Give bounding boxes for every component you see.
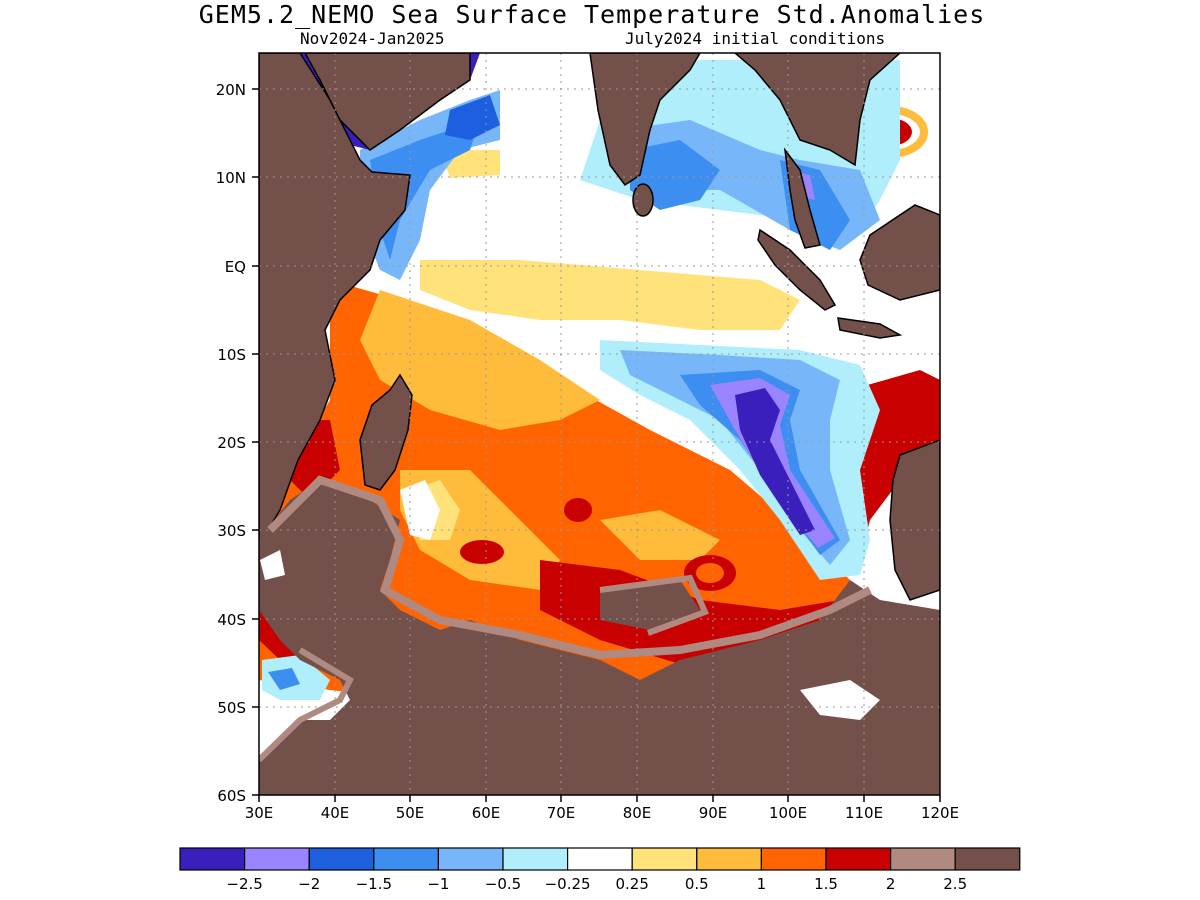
legend-swatch <box>566 847 633 871</box>
legend-label: 1.5 <box>814 875 838 893</box>
legend-swatch <box>954 847 1021 871</box>
legend-swatch <box>631 847 698 871</box>
lon-label: 70E <box>547 804 576 822</box>
legend-label: −2 <box>298 875 320 893</box>
legend-label: 2 <box>886 875 896 893</box>
lon-label: 80E <box>623 804 652 822</box>
lat-label: 50S <box>217 699 246 717</box>
legend-swatch <box>502 847 569 871</box>
lat-label: 20S <box>217 434 246 452</box>
lon-label: 50E <box>396 804 425 822</box>
legend-label: 0.5 <box>685 875 709 893</box>
legend-label: −0.25 <box>545 875 591 893</box>
legend-swatch <box>437 847 504 871</box>
legend-swatch <box>179 847 246 871</box>
legend-label: −1 <box>427 875 449 893</box>
legend-labels: −2.5 −2 −1.5 −1 −0.5 −0.25 0.25 0.5 1 1.5 2 2.5 <box>226 875 967 893</box>
lon-label: 30E <box>245 804 274 822</box>
lat-label: 20N <box>216 81 246 99</box>
land-masses <box>259 53 940 795</box>
legend-label: 2.5 <box>943 875 967 893</box>
map-field <box>259 53 940 795</box>
lon-label: 100E <box>769 804 807 822</box>
grid-lines <box>259 53 940 795</box>
legend-swatch <box>889 847 956 871</box>
latitude-labels: 20N 10N EQ 10S 20S 30S 40S 50S 60S <box>216 81 246 805</box>
legend-label: 0.25 <box>615 875 648 893</box>
legend-swatch <box>308 847 375 871</box>
longitude-labels: 30E 40E 50E 60E 70E 80E 90E 100E 110E 12… <box>245 804 959 822</box>
lon-label: 110E <box>845 804 883 822</box>
color-legend <box>179 847 1021 871</box>
lon-label: 90E <box>699 804 728 822</box>
lat-label: 10N <box>216 169 246 187</box>
initial-conditions: July2024 initial conditions <box>625 29 886 48</box>
lon-label: 40E <box>321 804 350 822</box>
tick-marks <box>252 88 941 802</box>
lat-label: 10S <box>217 346 246 364</box>
legend-swatch <box>244 847 310 871</box>
lon-label: 60E <box>472 804 501 822</box>
map-frame <box>258 52 941 796</box>
legend-label: −2.5 <box>226 875 262 893</box>
legend-label: −1.5 <box>356 875 392 893</box>
legend-swatch <box>373 847 439 871</box>
legend-label: −0.5 <box>485 875 521 893</box>
lat-label: 40S <box>217 611 246 629</box>
forecast-period: Nov2024-Jan2025 <box>300 29 445 48</box>
lat-label: 30S <box>217 522 246 540</box>
lat-label: 60S <box>217 787 246 805</box>
map-title: GEM5.2_NEMO Sea Surface Temperature Std.… <box>198 0 986 29</box>
legend-swatch <box>760 847 827 871</box>
legend-swatch <box>696 847 762 871</box>
lon-label: 120E <box>921 804 959 822</box>
lat-label: EQ <box>225 258 246 276</box>
legend-label: 1 <box>757 875 767 893</box>
legend-swatch <box>825 847 892 871</box>
